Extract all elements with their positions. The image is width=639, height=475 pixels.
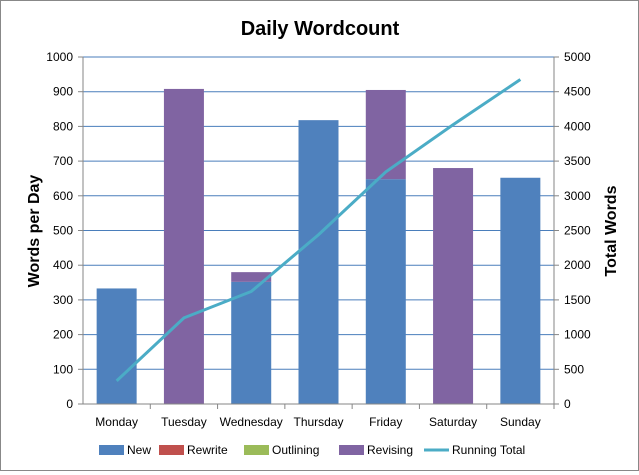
x-tick-label: Friday [369, 415, 402, 429]
bar-new [96, 288, 137, 404]
bar-revising [365, 89, 406, 180]
y2-tick-label: 2000 [564, 258, 591, 272]
y2-tick-label: 4000 [564, 119, 591, 133]
legend-label: Revising [367, 443, 413, 457]
bar-new [500, 177, 541, 404]
y-tick-label: 900 [53, 85, 73, 99]
y2-tick-label: 3500 [564, 154, 591, 168]
bar-new [365, 179, 406, 404]
bar-revising [231, 272, 272, 282]
y2-tick-label: 500 [564, 362, 584, 376]
x-tick-label: Wednesday [220, 415, 283, 429]
y-tick-label: 500 [53, 224, 73, 238]
y-axis-label: Words per Day [26, 175, 43, 288]
y2-tick-label: 1500 [564, 293, 591, 307]
bar-revising [163, 88, 204, 404]
y2-axis-label: Total Words [603, 185, 620, 276]
y2-tick-label: 2500 [564, 224, 591, 238]
bar-revising [433, 168, 474, 404]
y-tick-label: 300 [53, 293, 73, 307]
legend-label: New [127, 443, 151, 457]
x-tick-label: Sunday [500, 415, 541, 429]
y-tick-label: 0 [66, 397, 73, 411]
y2-tick-label: 4500 [564, 85, 591, 99]
y-tick-label: 100 [53, 362, 73, 376]
y2-tick-label: 3000 [564, 189, 591, 203]
y2-tick-label: 5000 [564, 50, 591, 64]
legend-swatch-rewrite [159, 445, 184, 455]
y2-tick-label: 0 [564, 397, 571, 411]
y-tick-label: 200 [53, 328, 73, 342]
legend-label: Rewrite [187, 443, 228, 457]
x-tick-label: Thursday [293, 415, 343, 429]
legend-swatch-new [99, 445, 124, 455]
legend-swatch-revising [339, 445, 364, 455]
running-total-line [115, 78, 522, 382]
y-tick-label: 800 [53, 119, 73, 133]
legend-label: Outlining [272, 443, 319, 457]
x-tick-label: Tuesday [161, 415, 207, 429]
legend-swatch-outlining [244, 445, 269, 455]
y-tick-label: 700 [53, 154, 73, 168]
x-tick-label: Saturday [429, 415, 477, 429]
y-tick-label: 400 [53, 258, 73, 272]
y-tick-label: 1000 [46, 50, 73, 64]
x-tick-label: Monday [95, 415, 138, 429]
bar-new [231, 281, 272, 404]
legend-label: Running Total [452, 443, 525, 457]
chart-title: Daily Wordcount [241, 18, 400, 40]
y-tick-label: 600 [53, 189, 73, 203]
y2-tick-label: 1000 [564, 328, 591, 342]
bar-new [298, 120, 339, 405]
